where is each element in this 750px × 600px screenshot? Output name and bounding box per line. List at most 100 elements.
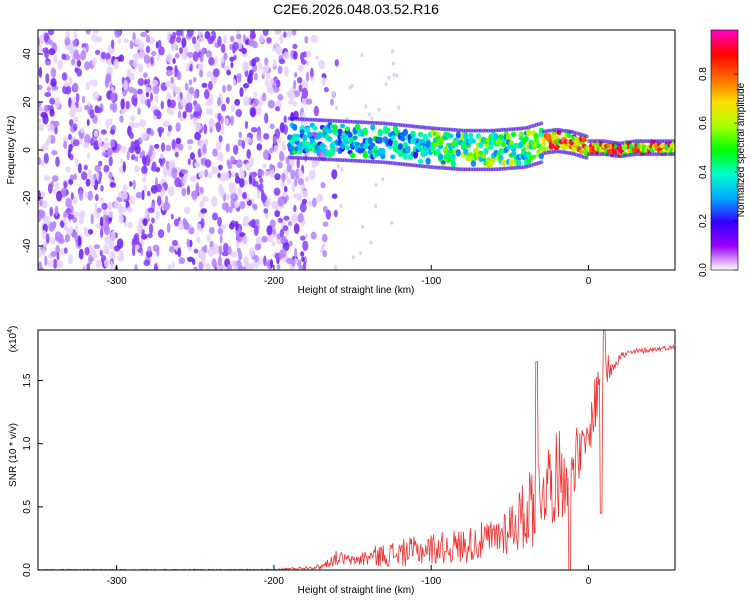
spectrogram-x-ticks: -300 -200 -100 0: [107, 265, 592, 287]
noise-speck: [224, 117, 230, 127]
snr-y-ticks: 0.0 0.5 1.0 1.5: [22, 373, 43, 577]
noise-speck: [113, 58, 119, 70]
signal-fringe: [539, 160, 544, 165]
noise-speck: [91, 34, 98, 42]
noise-speck: [54, 182, 60, 189]
noise-speck: [301, 256, 305, 262]
noise-speck: [147, 150, 153, 158]
signal-cell: [541, 146, 547, 152]
noise-speck: [43, 32, 50, 43]
noise-speck: [316, 193, 324, 203]
noise-speck: [264, 112, 269, 124]
noise-speck: [258, 33, 265, 44]
noise-speck: [64, 247, 68, 254]
noise-speck: [184, 82, 189, 91]
signal-cell: [387, 139, 393, 147]
noise-speck: [110, 260, 113, 270]
noise-speck: [41, 230, 47, 239]
signal-cell: [380, 148, 386, 154]
signal-cell: [538, 132, 544, 138]
noise-speck: [330, 98, 334, 106]
noise-speck: [171, 167, 178, 179]
signal-cell: [337, 128, 343, 135]
signal-cell: [402, 153, 408, 160]
colorbar-tick-label: 0.0: [698, 263, 709, 277]
noise-speck: [322, 221, 329, 227]
noise-speck: [80, 127, 85, 134]
noise-speck: [281, 235, 287, 244]
noise-speck: [264, 212, 269, 220]
signal-cell: [382, 136, 388, 141]
noise-speck: [279, 228, 285, 238]
signal-cell: [533, 132, 539, 141]
noise-speck: [131, 245, 136, 257]
noise-speck: [88, 254, 93, 265]
noise-speck: [288, 91, 296, 100]
noise-speck: [232, 41, 239, 51]
noise-speck: [252, 98, 259, 107]
noise-speck: [211, 166, 216, 174]
noise-speck: [299, 201, 307, 213]
noise-speck: [102, 151, 107, 157]
noise-speck: [103, 164, 110, 173]
noise-speck: [138, 63, 144, 73]
noise-speck: [170, 76, 175, 85]
noise-speck: [262, 66, 266, 76]
noise-speck: [279, 33, 284, 45]
noise-speck: [230, 104, 235, 113]
noise-speck: [98, 160, 103, 167]
noise-speck: [283, 51, 290, 60]
noise-speck: [143, 185, 148, 193]
noise-speck: [321, 76, 326, 86]
noise-speck: [94, 202, 98, 210]
noise-speck: [255, 236, 262, 246]
noise-speck: [151, 161, 157, 172]
noise-speck: [212, 68, 220, 78]
noise-speck: [256, 106, 262, 116]
noise-speck: [273, 59, 277, 69]
noise-speck: [188, 239, 193, 248]
noise-speck: [80, 50, 87, 61]
noise-speck: [263, 133, 270, 140]
noise-speck: [233, 144, 239, 155]
noise-speck: [87, 190, 93, 201]
noise-speck: [391, 61, 395, 66]
noise-speck: [88, 169, 92, 178]
noise-speck: [147, 190, 151, 197]
noise-speck: [395, 73, 399, 78]
noise-speck: [294, 247, 298, 259]
noise-speck: [241, 139, 245, 149]
noise-speck: [109, 251, 116, 261]
noise-speck: [187, 51, 194, 58]
noise-speck: [361, 224, 365, 229]
noise-speck: [47, 183, 53, 194]
noise-speck: [169, 99, 176, 109]
noise-speck: [239, 87, 244, 98]
noise-speck: [132, 53, 140, 60]
noise-speck: [99, 216, 104, 227]
noise-speck: [75, 157, 79, 168]
noise-speck: [86, 152, 90, 159]
noise-speck: [84, 191, 89, 199]
noise-speck: [176, 95, 181, 102]
noise-speck: [275, 79, 281, 88]
noise-speck: [38, 209, 44, 217]
noise-speck: [69, 44, 75, 55]
noise-speck: [217, 151, 224, 162]
noise-speck: [76, 68, 82, 77]
noise-speck: [266, 82, 271, 94]
noise-speck: [95, 259, 103, 268]
noise-speck: [162, 166, 168, 178]
noise-speck: [246, 149, 251, 159]
signal-cell: [302, 140, 308, 146]
noise-speck: [255, 218, 260, 225]
noise-speck: [44, 60, 52, 66]
noise-speck: [139, 119, 147, 128]
noise-speck: [206, 71, 214, 78]
signal-cell: [297, 150, 303, 155]
noise-speck: [186, 63, 190, 71]
noise-speck: [294, 177, 298, 187]
signal-cell: [659, 143, 665, 149]
noise-speck: [178, 143, 184, 151]
noise-speck: [193, 248, 199, 254]
